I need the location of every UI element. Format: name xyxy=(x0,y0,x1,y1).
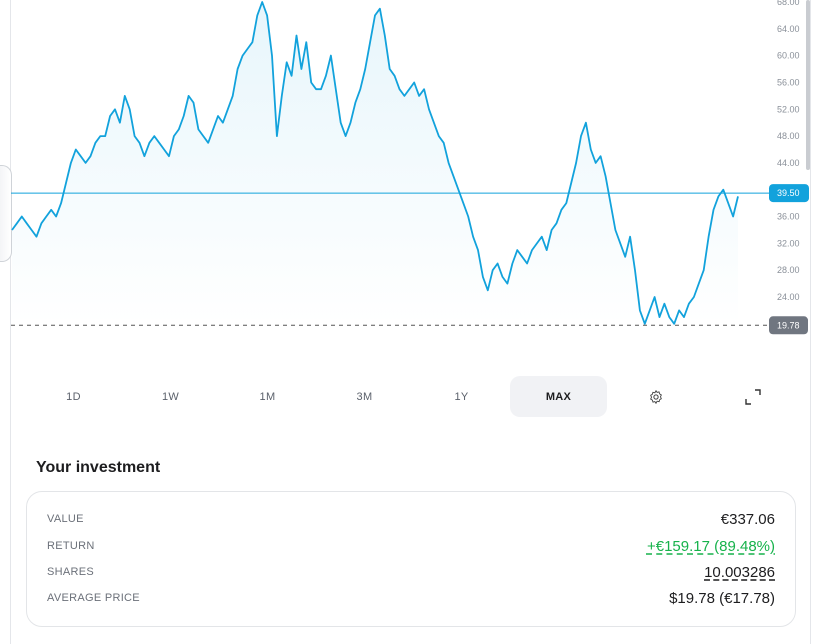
shares-row: SHARES 10.003286 xyxy=(47,561,775,583)
range-1m-button[interactable]: 1M xyxy=(259,390,276,403)
y-tick-label: 48.00 xyxy=(777,131,800,141)
range-1w-button[interactable]: 1W xyxy=(161,390,180,403)
frame-border-left xyxy=(10,0,11,644)
y-tick-label: 32.00 xyxy=(777,238,800,248)
scrollbar[interactable] xyxy=(806,0,810,170)
return-row: RETURN +€159.17 (89.48%) xyxy=(47,535,775,557)
range-1y-button[interactable]: 1Y xyxy=(454,390,469,403)
y-tick-label: 60.00 xyxy=(777,51,800,61)
value-amount: €337.06 xyxy=(720,510,775,528)
current-price-tag: 39.50 xyxy=(769,184,809,203)
y-tick-label: 52.00 xyxy=(777,104,800,114)
shares-label: SHARES xyxy=(47,566,95,578)
section-title: Your investment xyxy=(36,459,161,476)
low-price-tag: 19.78 xyxy=(769,316,808,335)
value-row: VALUE €337.06 xyxy=(47,508,775,530)
investment-card: VALUE €337.06 RETURN +€159.17 (89.48%) S… xyxy=(26,491,796,627)
y-tick-label: 24.00 xyxy=(777,292,800,302)
return-amount[interactable]: +€159.17 (89.48%) xyxy=(646,537,775,555)
price-area-fill xyxy=(12,2,738,326)
average-price-amount: $19.78 (€17.78) xyxy=(669,589,775,607)
y-tick-label: 56.00 xyxy=(777,77,800,87)
low-price-label: 19.78 xyxy=(777,320,800,330)
range-max-button[interactable]: MAX xyxy=(510,376,607,417)
price-chart[interactable]: 68.00 64.00 60.00 56.00 52.00 48.00 44.00 36.00… xyxy=(0,0,822,345)
gear-icon xyxy=(650,389,662,404)
fullscreen-button[interactable] xyxy=(723,376,783,417)
y-tick-label: 64.00 xyxy=(777,24,800,34)
average-price-row: AVERAGE PRICE $19.78 (€17.78) xyxy=(47,587,775,609)
y-tick-label: 68.00 xyxy=(777,0,800,7)
expand-icon xyxy=(745,388,761,405)
shares-amount[interactable]: 10.003286 xyxy=(704,563,775,581)
range-1d-button[interactable]: 1D xyxy=(66,390,81,403)
current-price-label: 39.50 xyxy=(777,188,800,198)
price-line xyxy=(11,1,739,325)
y-tick-label: 28.00 xyxy=(777,265,800,275)
settings-button[interactable] xyxy=(626,376,686,417)
time-range-selector: 1D 1W 1M 3M 1Y MAX xyxy=(25,376,801,418)
range-3m-button[interactable]: 3M xyxy=(356,390,373,403)
average-price-label: AVERAGE PRICE xyxy=(47,592,140,604)
frame-border-right xyxy=(810,0,811,644)
y-tick-label: 44.00 xyxy=(777,158,800,168)
return-label: RETURN xyxy=(47,540,95,552)
y-tick-label: 36.00 xyxy=(777,212,800,222)
value-label: VALUE xyxy=(47,513,84,525)
